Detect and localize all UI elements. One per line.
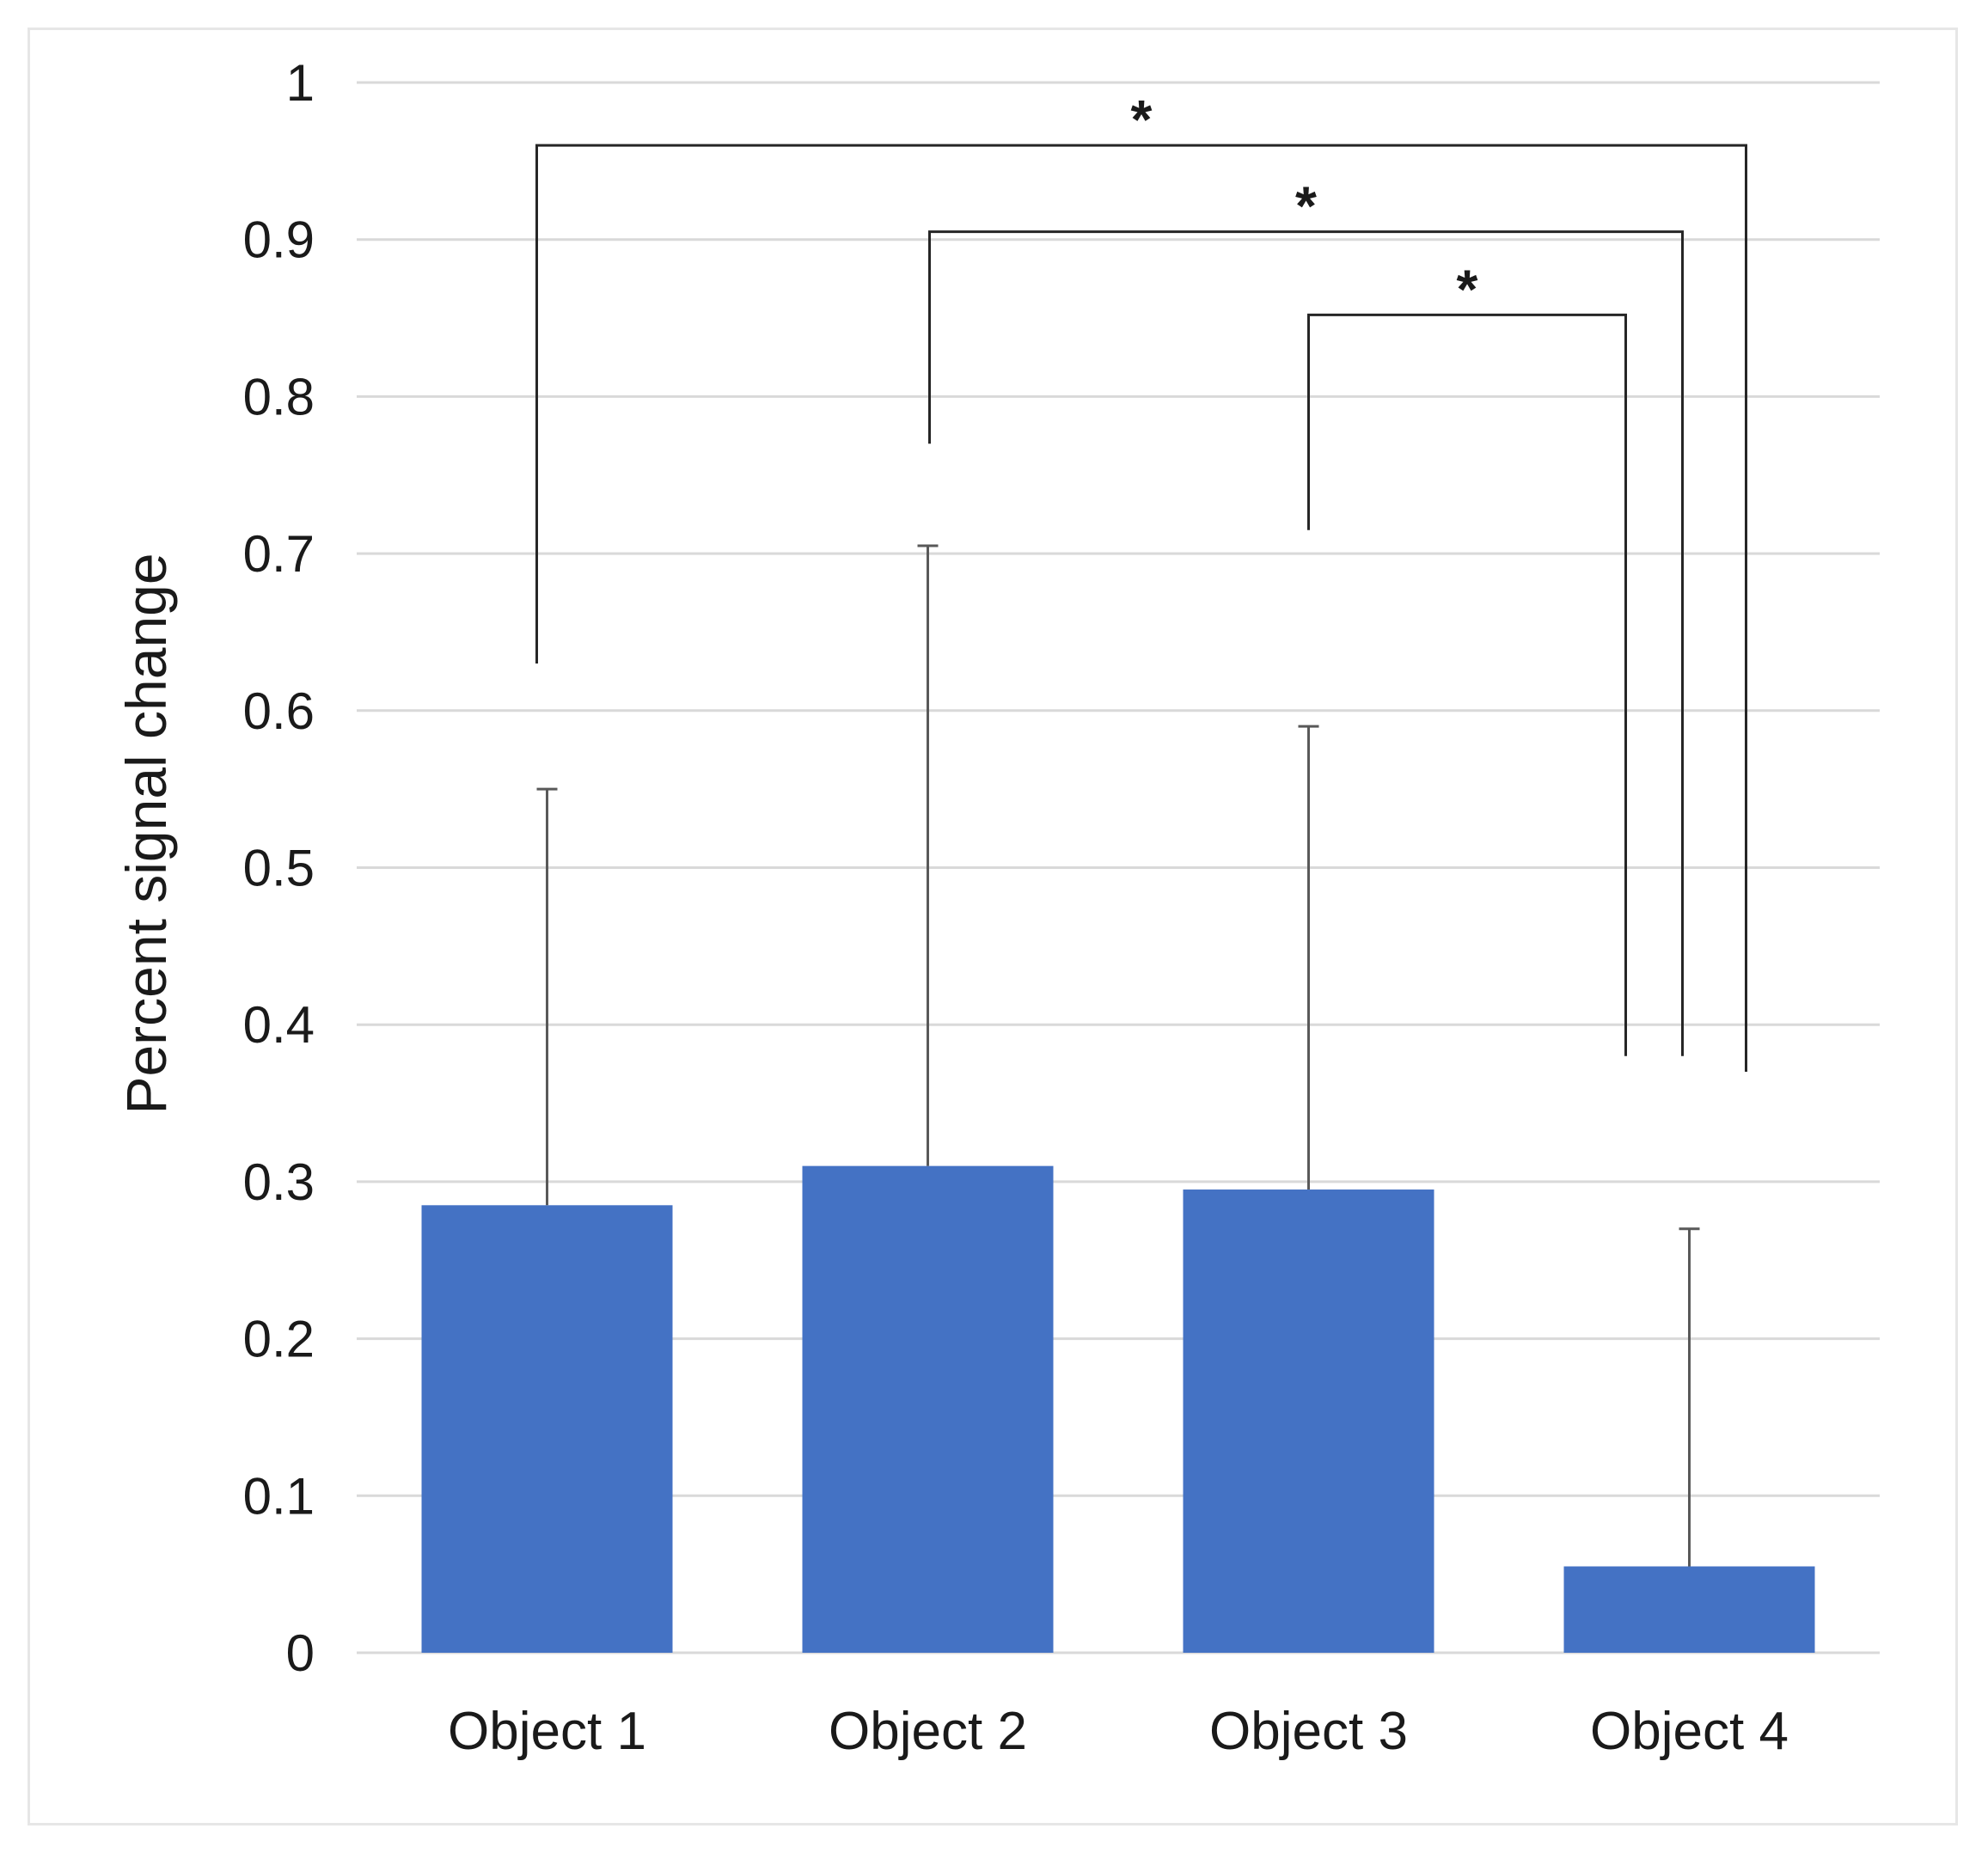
category-label: Object 1 — [448, 1702, 646, 1761]
y-tick-label: 0.7 — [243, 525, 315, 583]
category-labels: Object 1 Object 2 Object 3 Object 4 — [448, 1702, 1789, 1761]
bar — [1183, 1189, 1434, 1653]
y-tick-label: 0.2 — [243, 1311, 315, 1368]
y-tick-label: 0.8 — [243, 368, 315, 425]
significance-star: * — [1131, 89, 1153, 150]
y-tick-label: 0.1 — [243, 1467, 315, 1525]
y-axis-title: Percent signal change — [114, 553, 178, 1114]
category-label: Object 2 — [829, 1702, 1027, 1761]
y-tick-label: 0 — [286, 1624, 315, 1682]
y-tick-label: 0.3 — [243, 1153, 315, 1211]
y-tick-label: 0.4 — [243, 996, 315, 1054]
significance-bracket — [535, 144, 1747, 1073]
category-label: Object 3 — [1209, 1702, 1408, 1761]
significance-bracket — [1307, 313, 1627, 1056]
significance-star: * — [1457, 258, 1478, 320]
significance-star: * — [1295, 175, 1317, 237]
y-tick-label: 0.5 — [243, 840, 315, 897]
bar-chart: 0 0.1 0.2 0.3 0.4 0.5 0.6 0.7 0.8 0.9 1 * * * Object… — [114, 54, 1880, 1761]
category-label: Object 4 — [1590, 1702, 1789, 1761]
significance-brackets: * * * — [535, 89, 1747, 1073]
y-tick-label: 0.6 — [243, 682, 315, 740]
bar — [421, 1205, 673, 1653]
bars — [421, 1165, 1815, 1653]
error-bars — [536, 544, 1700, 1567]
significance-bracket — [928, 230, 1684, 1056]
bar — [802, 1165, 1054, 1653]
chart-frame: 0 0.1 0.2 0.3 0.4 0.5 0.6 0.7 0.8 0.9 1 * * * Object… — [28, 28, 1958, 1825]
bar — [1563, 1566, 1815, 1653]
y-tick-labels: 0 0.1 0.2 0.3 0.4 0.5 0.6 0.7 0.8 0.9 1 — [243, 54, 315, 1682]
y-tick-label: 0.9 — [243, 211, 315, 269]
y-tick-label: 1 — [286, 54, 315, 112]
